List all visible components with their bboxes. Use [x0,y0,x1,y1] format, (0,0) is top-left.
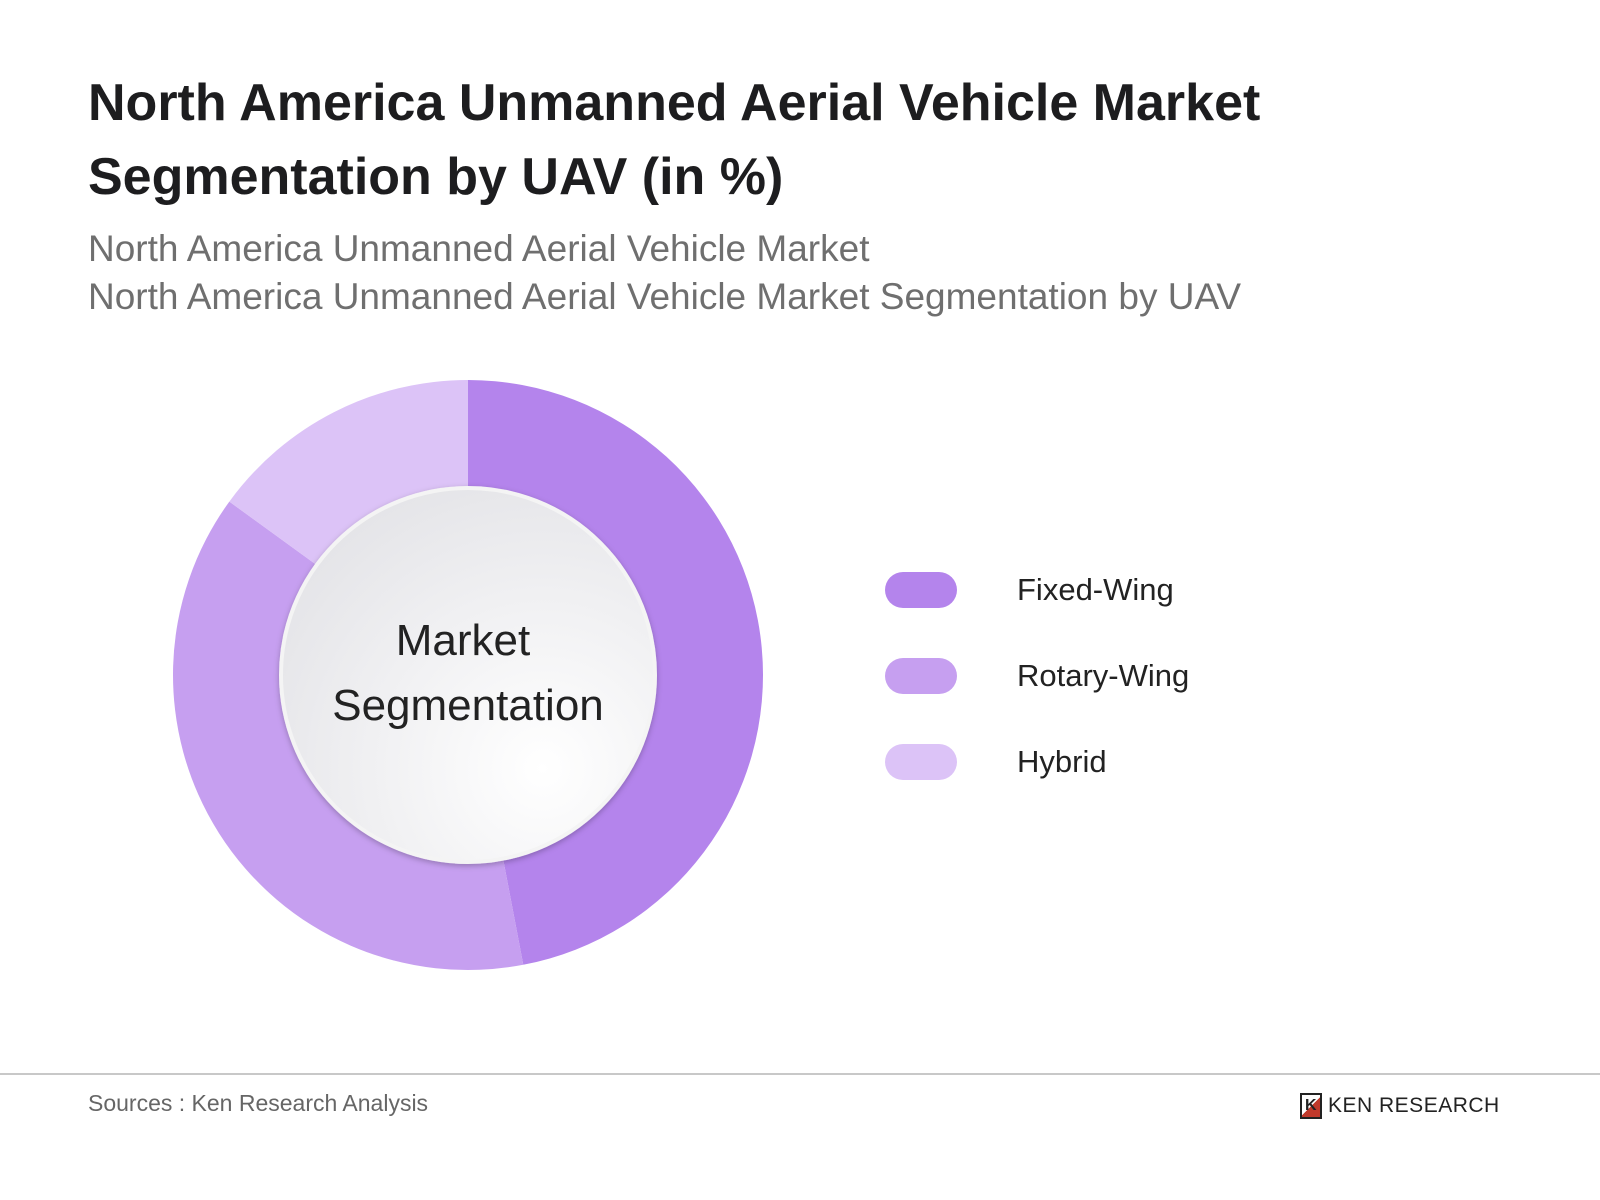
legend-label: Fixed-Wing [1017,572,1174,607]
footer-divider [0,1073,1600,1075]
logo-mark-icon: K [1300,1093,1322,1119]
legend-label: Hybrid [1017,744,1107,779]
center-label-line1: Market [396,616,530,665]
chart-subtitle-2: North America Unmanned Aerial Vehicle Ma… [88,276,1242,317]
center-label-line2: Segmentation [332,681,604,730]
chart-title: North America Unmanned Aerial Vehicle Ma… [88,74,1261,206]
source-note: Sources : Ken Research Analysis [88,1090,429,1116]
donut-center [279,486,657,864]
logo-text: KEN RESEARCH [1328,1094,1500,1117]
legend-label: Rotary-Wing [1017,658,1190,693]
legend-swatch [885,744,957,780]
chart-subtitle-1: North America Unmanned Aerial Vehicle Ma… [88,228,870,269]
ken-research-logo: K KEN RESEARCH [1300,1093,1500,1119]
legend-swatch [885,572,957,608]
legend-swatch [885,658,957,694]
